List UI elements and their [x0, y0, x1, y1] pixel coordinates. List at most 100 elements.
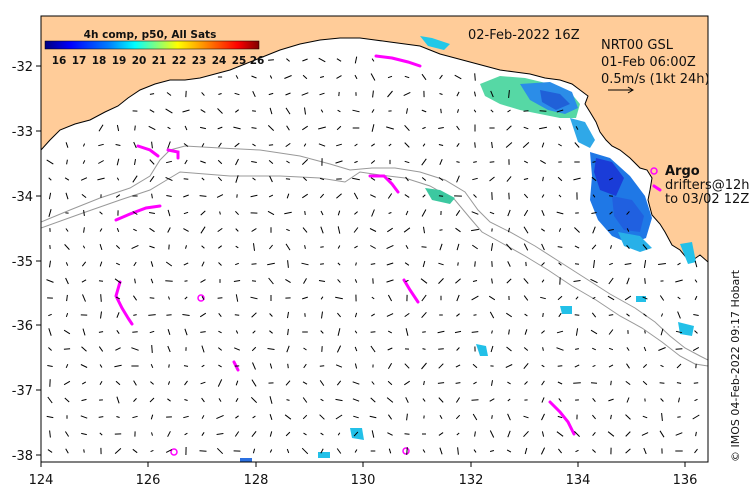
current-vector — [65, 228, 69, 232]
current-legend-time: 01-Feb 06:00Z — [601, 55, 696, 70]
current-vector — [438, 262, 444, 266]
current-vector — [574, 263, 580, 265]
current-vector — [422, 260, 426, 268]
current-vector — [456, 243, 460, 251]
current-vector — [507, 261, 511, 267]
current-vector — [46, 415, 54, 419]
current-vector — [302, 125, 308, 131]
current-vector — [115, 194, 121, 198]
current-vector — [574, 364, 580, 368]
current-vector — [610, 245, 612, 249]
current-vector — [353, 431, 359, 437]
current-vector — [335, 398, 343, 402]
current-vector — [218, 142, 222, 148]
current-vector — [506, 176, 512, 182]
current-vector — [151, 432, 153, 436]
current-vector — [354, 346, 358, 352]
current-vector — [287, 260, 289, 268]
current-vector — [217, 227, 223, 233]
current-vector — [676, 382, 682, 384]
current-vector — [540, 447, 546, 455]
current-vector — [353, 415, 359, 419]
current-vector — [474, 431, 476, 437]
current-vector — [489, 311, 495, 319]
current-vector — [607, 431, 615, 437]
current-vector — [659, 295, 665, 301]
current-vector — [387, 347, 393, 351]
current-vector — [269, 396, 273, 404]
current-vector — [457, 109, 459, 113]
current-vector — [575, 296, 579, 300]
drifter-tracks — [114, 54, 662, 436]
current-vector — [252, 362, 256, 370]
current-vector — [659, 430, 665, 438]
current-vector — [558, 228, 562, 232]
current-vector — [422, 143, 426, 147]
current-vector — [216, 194, 224, 198]
current-vector — [165, 261, 173, 267]
current-vector — [149, 212, 155, 214]
current-vector — [472, 280, 478, 282]
current-vector — [133, 261, 137, 267]
current-vector — [608, 229, 614, 231]
x-tick-label: 134 — [566, 473, 591, 488]
current-vector — [99, 211, 103, 215]
current-vector — [132, 331, 138, 333]
current-vector — [250, 194, 258, 198]
current-vector — [455, 210, 461, 216]
current-vectors — [46, 56, 700, 456]
current-vector — [353, 227, 359, 233]
current-vector — [233, 280, 241, 282]
current-vector — [319, 193, 325, 199]
current-vector — [439, 243, 443, 251]
current-vector — [694, 448, 698, 454]
current-vector — [370, 245, 376, 249]
current-vector — [352, 177, 360, 181]
current-vector — [508, 227, 510, 233]
current-vector — [269, 363, 273, 369]
current-vector — [252, 448, 256, 454]
current-vector — [183, 143, 189, 147]
current-vector — [643, 313, 647, 317]
current-vector — [304, 245, 306, 249]
current-vector — [522, 142, 530, 148]
current-vector — [65, 262, 69, 266]
current-vector — [642, 364, 648, 368]
current-vector — [48, 209, 52, 217]
current-vector — [134, 278, 136, 284]
current-vector — [421, 362, 427, 370]
current-vector — [370, 397, 376, 403]
current-vector — [643, 447, 647, 455]
current-vector — [523, 347, 529, 351]
plot-area — [41, 16, 708, 462]
current-vector — [301, 262, 309, 266]
current-vector — [337, 109, 341, 113]
current-vector — [371, 124, 375, 132]
colorbar: 4h comp, p50, All Sats 16 17 18 19 20 21… — [44, 29, 264, 67]
current-vector — [65, 363, 69, 369]
current-vector — [489, 430, 495, 438]
current-vector — [83, 227, 85, 233]
current-vector — [422, 449, 426, 453]
current-vector — [406, 413, 408, 421]
current-vector — [557, 246, 563, 248]
current-vector — [252, 143, 256, 147]
current-vector — [167, 227, 171, 233]
current-vector — [320, 246, 324, 248]
current-vector — [285, 431, 291, 437]
current-vector — [557, 176, 563, 182]
current-vector — [149, 397, 155, 403]
current-vector — [167, 329, 171, 335]
current-vector — [218, 312, 222, 318]
current-vector — [132, 448, 138, 454]
current-vector — [47, 396, 53, 404]
credit-text: © IMOS 04-Feb-2022 09:17 Hobart — [729, 269, 742, 462]
current-vector — [677, 311, 681, 319]
current-vector — [523, 362, 529, 370]
current-vector — [387, 414, 393, 420]
current-vector — [557, 415, 563, 419]
current-vector — [421, 73, 427, 81]
current-vector — [165, 280, 173, 282]
current-vector — [355, 262, 357, 266]
current-vector — [150, 261, 154, 267]
